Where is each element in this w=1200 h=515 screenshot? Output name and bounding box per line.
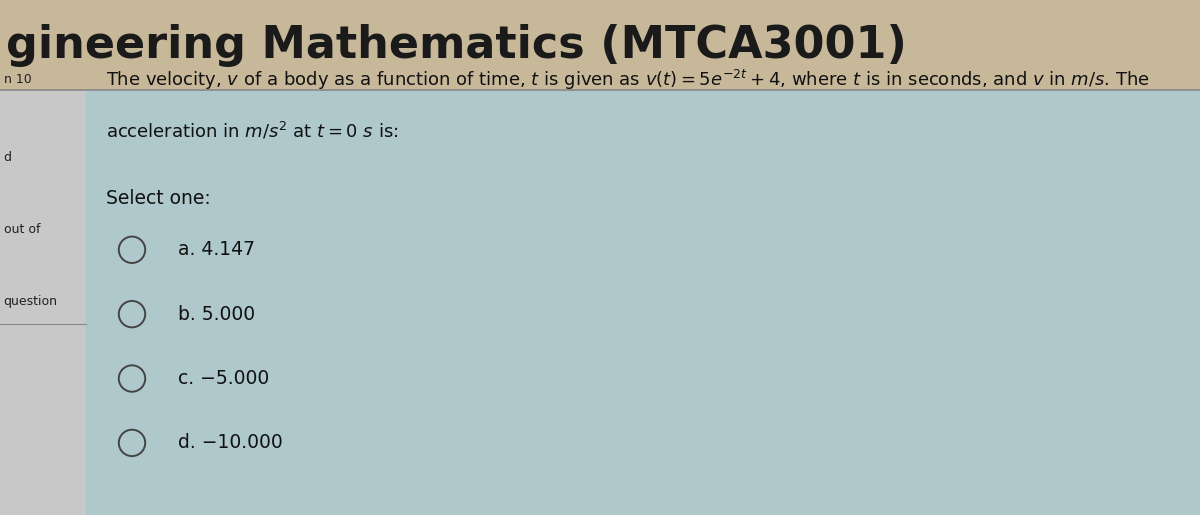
FancyBboxPatch shape <box>0 0 1200 90</box>
Text: a. 4.147: a. 4.147 <box>178 241 254 259</box>
Text: c. −5.000: c. −5.000 <box>178 369 269 388</box>
Text: d: d <box>4 150 12 164</box>
Text: out of: out of <box>4 222 40 236</box>
Text: d. −10.000: d. −10.000 <box>178 434 282 452</box>
Text: acceleration in $m/s^2$ at $t = 0$ $s$ is:: acceleration in $m/s^2$ at $t = 0$ $s$ i… <box>106 121 398 142</box>
Text: n 10: n 10 <box>4 73 31 87</box>
Text: Select one:: Select one: <box>106 189 210 208</box>
Text: The velocity, $v$ of a body as a function of time, $t$ is given as $v(t) = 5e^{-: The velocity, $v$ of a body as a functio… <box>106 68 1150 92</box>
Text: b. 5.000: b. 5.000 <box>178 305 254 323</box>
Text: gineering Mathematics (MTCA3001): gineering Mathematics (MTCA3001) <box>6 24 907 66</box>
FancyBboxPatch shape <box>0 90 86 515</box>
Text: question: question <box>4 295 58 308</box>
